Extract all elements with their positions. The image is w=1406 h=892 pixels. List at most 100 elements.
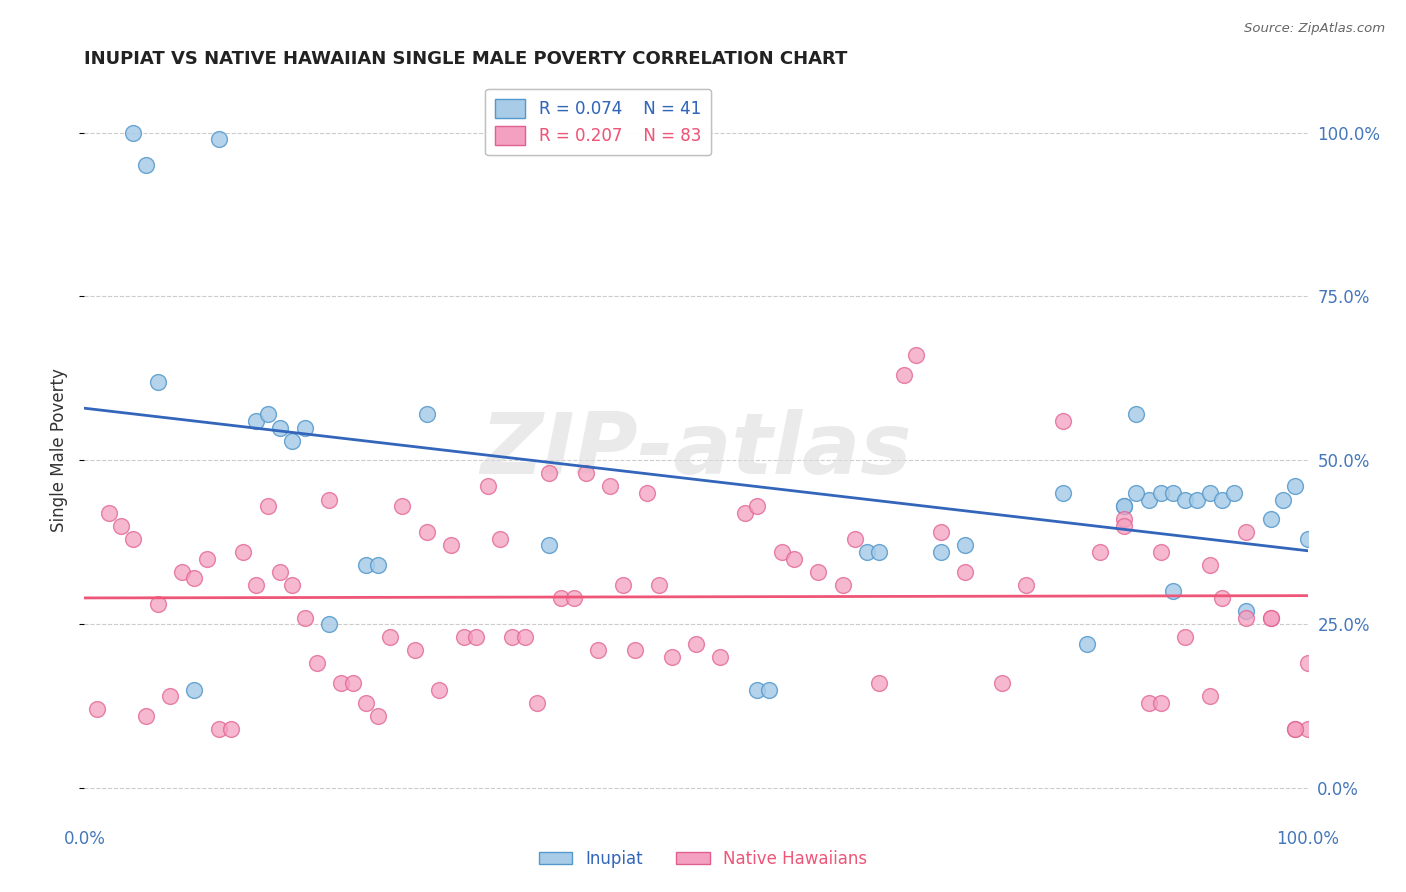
Point [844, 532, 866, 546]
Point [1114, 499, 1136, 513]
Point [1198, 689, 1220, 703]
Point [416, 408, 439, 422]
Point [1114, 518, 1136, 533]
Point [1296, 532, 1319, 546]
Point [110, 518, 132, 533]
Point [929, 525, 952, 540]
Point [1161, 486, 1184, 500]
Legend: Inupiat, Native Hawaiians: Inupiat, Native Hawaiians [531, 844, 875, 875]
Point [1015, 578, 1038, 592]
Point [502, 630, 524, 644]
Point [586, 643, 609, 657]
Point [269, 565, 291, 579]
Point [294, 610, 316, 624]
Point [354, 558, 377, 573]
Point [1052, 486, 1074, 500]
Point [1161, 584, 1184, 599]
Point [1284, 722, 1306, 736]
Point [404, 643, 426, 657]
Text: INUPIAT VS NATIVE HAWAIIAN SINGLE MALE POVERTY CORRELATION CHART: INUPIAT VS NATIVE HAWAIIAN SINGLE MALE P… [84, 50, 848, 68]
Point [318, 492, 340, 507]
Point [367, 558, 389, 573]
Point [562, 591, 585, 605]
Point [783, 551, 806, 566]
Point [427, 682, 450, 697]
Point [318, 617, 340, 632]
Point [1088, 545, 1111, 559]
Point [1198, 558, 1220, 573]
Point [1174, 492, 1197, 507]
Point [464, 630, 486, 644]
Point [1150, 545, 1173, 559]
Point [1223, 486, 1246, 500]
Point [257, 408, 280, 422]
Point [380, 630, 402, 644]
Point [831, 578, 853, 592]
Point [1125, 408, 1147, 422]
Point [354, 696, 377, 710]
Text: Source: ZipAtlas.com: Source: ZipAtlas.com [1244, 22, 1385, 36]
Point [612, 578, 634, 592]
Point [526, 696, 548, 710]
Point [1260, 512, 1282, 526]
Point [122, 532, 145, 546]
Point [208, 132, 231, 146]
Point [391, 499, 413, 513]
Point [281, 578, 304, 592]
Point [477, 479, 499, 493]
Point [1137, 696, 1160, 710]
Point [747, 682, 769, 697]
Point [869, 676, 891, 690]
Point [685, 637, 707, 651]
Point [747, 499, 769, 513]
Point [330, 676, 353, 690]
Point [305, 657, 328, 671]
Point [624, 643, 647, 657]
Point [440, 539, 463, 553]
Point [489, 532, 512, 546]
Point [770, 545, 793, 559]
Point [1236, 525, 1258, 540]
Point [97, 506, 120, 520]
Point [869, 545, 891, 559]
Point [758, 682, 780, 697]
Point [367, 708, 389, 723]
Point [1114, 499, 1136, 513]
Point [1150, 696, 1173, 710]
Point [1187, 492, 1209, 507]
Point [219, 722, 242, 736]
Point [953, 565, 976, 579]
Point [1076, 637, 1098, 651]
Point [1284, 479, 1306, 493]
Point [1052, 414, 1074, 428]
Point [172, 565, 194, 579]
Point [709, 649, 731, 664]
Point [1284, 722, 1306, 736]
Point [245, 414, 267, 428]
Point [245, 578, 267, 592]
Point [146, 598, 169, 612]
Point [734, 506, 756, 520]
Point [135, 158, 157, 172]
Point [513, 630, 536, 644]
Point [183, 571, 205, 585]
Point [893, 368, 915, 383]
Point [1211, 492, 1233, 507]
Point [1211, 591, 1233, 605]
Point [905, 348, 928, 362]
Point [1272, 492, 1295, 507]
Point [1114, 512, 1136, 526]
Point [257, 499, 280, 513]
Point [416, 525, 439, 540]
Point [648, 578, 671, 592]
Point [1296, 657, 1319, 671]
Point [1260, 610, 1282, 624]
Point [1236, 604, 1258, 618]
Point [929, 545, 952, 559]
Point [807, 565, 830, 579]
Point [1125, 486, 1147, 500]
Point [195, 551, 218, 566]
Point [575, 467, 598, 481]
Point [86, 702, 108, 716]
Point [453, 630, 475, 644]
